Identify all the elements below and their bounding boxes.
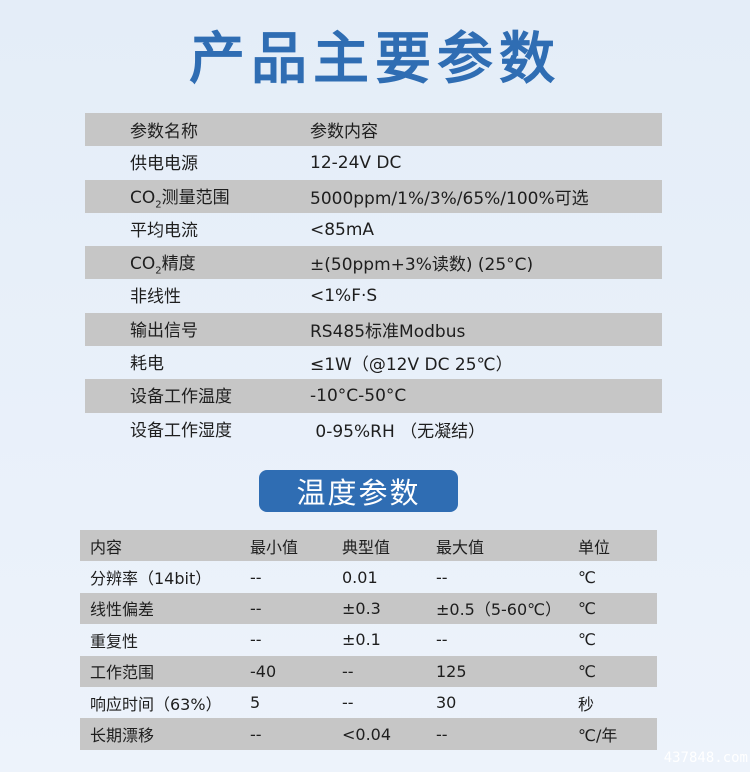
table-cell: <0.04 bbox=[342, 724, 392, 744]
param-value: RS485标准Modbus bbox=[310, 321, 466, 342]
param-value: 12-24V DC bbox=[310, 152, 402, 173]
table-row: 响应时间（63%） 5 -- 30 秒 bbox=[80, 687, 657, 718]
param-name: 耗电 bbox=[85, 349, 305, 376]
table-row: 非线性 <1%F·S bbox=[85, 279, 662, 312]
param-value: ≤1W（@12V DC 25℃） bbox=[310, 355, 513, 376]
table-cell: -40 bbox=[250, 661, 277, 681]
page-title: 产品主要参数 bbox=[189, 27, 561, 92]
subscript: 2 bbox=[155, 265, 162, 277]
param-name: 设备工作温度 bbox=[85, 382, 305, 409]
name-text: 平均电流 bbox=[130, 220, 198, 241]
table-header: 参数名称 参数内容 bbox=[85, 113, 662, 147]
table-cell: 最大值 bbox=[436, 537, 485, 557]
name-text: 耗电 bbox=[130, 354, 164, 375]
table-cell: ±0.5（5-60℃） bbox=[436, 600, 562, 620]
table-cell: -- bbox=[250, 598, 262, 618]
table-row: 平均电流 <85mA bbox=[85, 213, 662, 246]
table-row: 设备工作湿度 0-95%RH （无凝结） bbox=[85, 413, 662, 446]
name-text: 测量范围 bbox=[161, 187, 230, 208]
param-value: ±(50ppm+3%读数) (25°C) bbox=[310, 255, 534, 276]
table-cell: -- bbox=[250, 567, 262, 587]
table-cell: 典型值 bbox=[342, 537, 391, 557]
table-cell: ℃ bbox=[578, 661, 596, 681]
table-row: CO2测量范围 5000ppm/1%/3%/65%/100%可选 bbox=[85, 179, 662, 213]
temp-params-table: 内容 最小值 典型值 最大值 单位分辨率（14bit） -- 0.01 -- ℃ 线性偏差 -- ±0… bbox=[80, 530, 657, 750]
table-row: 重复性 -- ±0.1 -- ℃ bbox=[80, 624, 657, 655]
table-row: 长期漂移 -- <0.04 -- ℃/年 bbox=[80, 718, 657, 750]
header-cell: 参数名称 bbox=[130, 122, 198, 143]
table-cell: 工作范围 bbox=[90, 663, 155, 683]
param-value: 5000ppm/1%/3%/65%/100%可选 bbox=[310, 188, 589, 209]
param-name: CO2精度 bbox=[85, 249, 305, 276]
table-cell: ℃/年 bbox=[578, 726, 618, 746]
table-cell: 125 bbox=[436, 661, 467, 681]
section-badge: 温度参数 bbox=[259, 470, 458, 512]
param-value: <1%F·S bbox=[310, 286, 378, 307]
param-value: 0-95%RH （无凝结） bbox=[310, 421, 486, 442]
watermark: 437848.com bbox=[663, 750, 748, 766]
table-cell: -- bbox=[436, 724, 448, 744]
table-cell: 0.01 bbox=[342, 567, 378, 587]
param-value: -10°C-50°C bbox=[310, 386, 407, 407]
table-cell: -- bbox=[342, 661, 354, 681]
table-cell: 内容 bbox=[90, 537, 123, 557]
table-cell: 重复性 bbox=[90, 631, 139, 651]
table-cell: -- bbox=[342, 693, 354, 713]
table-cell: 秒 bbox=[578, 694, 595, 714]
subscript: 2 bbox=[155, 198, 162, 210]
table-row: 设备工作温度 -10°C-50°C bbox=[85, 379, 662, 413]
table-cell: ±0.1 bbox=[342, 630, 381, 650]
table-row: 分辨率（14bit） -- 0.01 -- ℃ bbox=[80, 561, 657, 592]
table-cell: -- bbox=[250, 630, 262, 650]
table-row: CO2精度 ±(50ppm+3%读数) (25°C) bbox=[85, 246, 662, 280]
table-cell: 5 bbox=[250, 693, 261, 713]
name-prefix: CO bbox=[130, 254, 156, 275]
param-name: 供电电源 bbox=[85, 149, 305, 176]
table-row: 线性偏差 -- ±0.3 ±0.5（5-60℃） ℃ bbox=[80, 592, 657, 625]
table-cell: -- bbox=[250, 724, 262, 744]
table-cell: ±0.3 bbox=[342, 598, 381, 618]
table-cell: 长期漂移 bbox=[90, 726, 155, 746]
param-name: 平均电流 bbox=[85, 216, 305, 243]
param-name: 设备工作湿度 bbox=[85, 416, 305, 443]
name-text: 精度 bbox=[161, 254, 196, 275]
table-row: 耗电 ≤1W（@12V DC 25℃） bbox=[85, 346, 662, 379]
table-cell: 分辨率（14bit） bbox=[90, 569, 212, 589]
table-cell: 线性偏差 bbox=[90, 600, 155, 620]
table-cell: ℃ bbox=[578, 598, 596, 618]
param-name: CO2测量范围 bbox=[85, 183, 305, 210]
table-header: 内容 最小值 典型值 最大值 单位 bbox=[80, 530, 657, 562]
header-cell: 参数内容 bbox=[310, 122, 378, 143]
table-cell: 最小值 bbox=[250, 537, 299, 557]
table-cell: 响应时间（63%） bbox=[90, 694, 222, 714]
param-value: <85mA bbox=[310, 219, 375, 240]
table-cell: ℃ bbox=[578, 630, 596, 650]
table-cell: -- bbox=[436, 567, 448, 587]
table-cell: 单位 bbox=[578, 537, 611, 557]
table-row: 工作范围 -40 -- 125 ℃ bbox=[80, 655, 657, 687]
param-name: 输出信号 bbox=[85, 316, 305, 343]
name-text: 输出信号 bbox=[130, 320, 198, 341]
table-cell: 30 bbox=[436, 693, 457, 713]
table-row: 输出信号 RS485标准Modbus bbox=[85, 312, 662, 347]
main-params-table: 参数名称 参数内容 供电电源 12-24V DC CO2测量范围 5000ppm/1%… bbox=[85, 113, 662, 446]
param-name: 非线性 bbox=[85, 282, 305, 309]
name-text: 设备工作温度 bbox=[130, 387, 232, 408]
name-prefix: CO bbox=[130, 187, 156, 208]
name-text: 供电电源 bbox=[130, 154, 198, 175]
table-row: 供电电源 12-24V DC bbox=[85, 146, 662, 179]
name-text: 设备工作湿度 bbox=[130, 420, 232, 441]
name-text: 非线性 bbox=[130, 287, 181, 308]
table-cell: -- bbox=[436, 630, 448, 650]
table-cell: ℃ bbox=[578, 567, 596, 587]
